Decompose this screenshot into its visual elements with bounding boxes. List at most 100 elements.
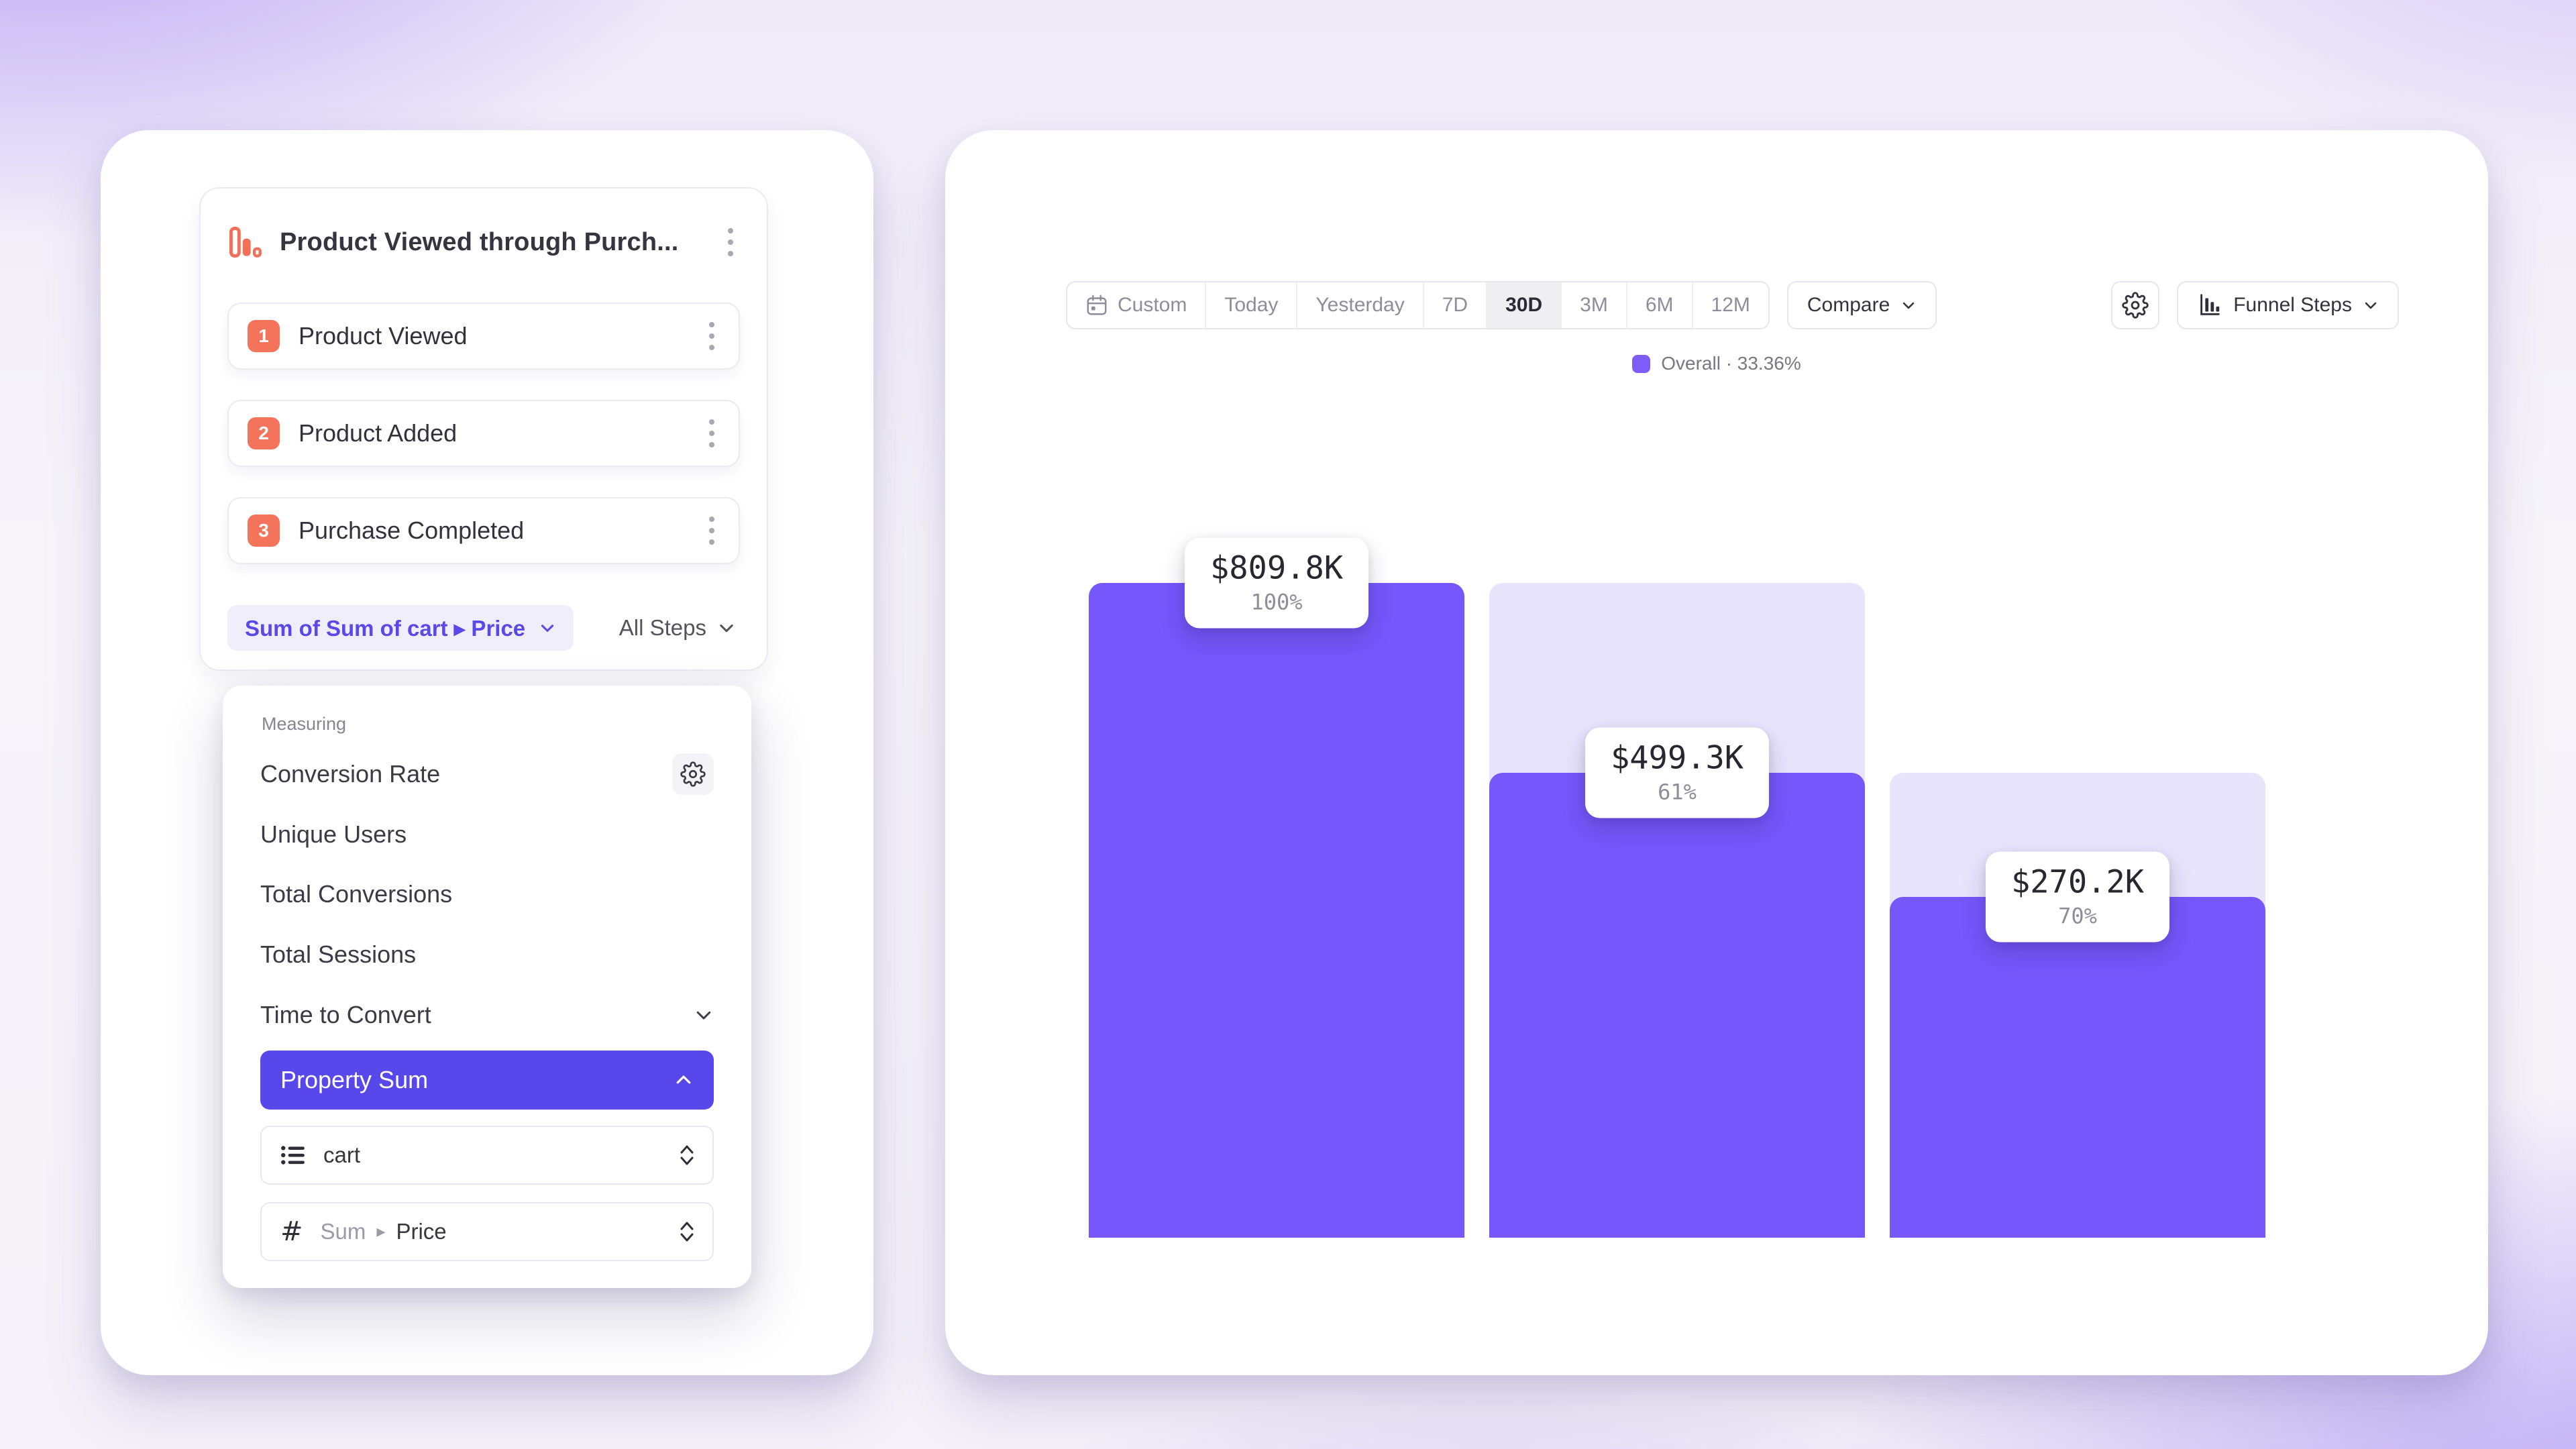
bar-tooltip: $270.2K 70% xyxy=(1985,851,2170,943)
menu-item-total-conversions[interactable]: Total Conversions xyxy=(260,865,714,925)
property-select-value: cart xyxy=(323,1142,361,1167)
tab-label: Yesterday xyxy=(1316,294,1405,316)
legend-swatch xyxy=(1632,354,1651,373)
menu-item-total-sessions[interactable]: Total Sessions xyxy=(260,924,714,985)
menu-item-label: Total Sessions xyxy=(260,941,417,969)
query-builder-panel: Product Viewed through Purch... 1 Produc… xyxy=(101,130,873,1375)
legend-text: Overall · 33.36% xyxy=(1661,353,1801,374)
bar-value: $809.8K xyxy=(1210,549,1344,587)
report-kebab-menu-icon[interactable] xyxy=(721,224,740,260)
date-range-controls: Custom Today Yesterday 7D 30D 3M 6M 12M … xyxy=(1066,281,1937,329)
chart-settings-controls: Funnel Steps xyxy=(2111,281,2399,329)
chart-panel: Custom Today Yesterday 7D 30D 3M 6M 12M … xyxy=(945,130,2488,1375)
tab-12m[interactable]: 12M xyxy=(1691,282,1768,328)
compare-label: Compare xyxy=(1807,294,1890,316)
property-select[interactable]: cart xyxy=(260,1125,714,1185)
chart-settings-button[interactable] xyxy=(2111,281,2160,329)
funnel-bar-step-2[interactable]: $499.3K 61% xyxy=(1489,583,1865,1238)
chevron-down-icon xyxy=(2365,302,2377,309)
tab-3m[interactable]: 3M xyxy=(1560,282,1626,328)
tab-label: Custom xyxy=(1118,294,1187,316)
bar-solid xyxy=(1890,897,2265,1238)
tab-custom[interactable]: Custom xyxy=(1067,282,1205,328)
chart-type-dropdown[interactable]: Funnel Steps xyxy=(2177,281,2399,329)
measurement-row: Sum of Sum of cart ▸ Price All Steps xyxy=(227,605,740,651)
breadcrumb-arrow: ▸ xyxy=(376,1221,386,1242)
funnel-bar-chart: $809.8K 100% $499.3K 61% $270.2K 70% xyxy=(1089,537,2576,1238)
step-kebab-menu-icon[interactable] xyxy=(702,513,721,549)
stepper-icon xyxy=(680,1145,694,1165)
stepper-icon xyxy=(680,1222,694,1242)
bar-percent: 61% xyxy=(1658,779,1697,805)
funnel-steps-icon xyxy=(2200,294,2220,315)
menu-section-label: Measuring xyxy=(262,714,347,734)
tab-30d-selected[interactable]: 30D xyxy=(1486,282,1561,328)
steps-scope-label: All Steps xyxy=(619,615,706,640)
step-kebab-menu-icon[interactable] xyxy=(702,318,721,354)
bar-solid xyxy=(1089,583,1464,1238)
chevron-down-icon xyxy=(541,625,554,632)
menu-item-unique-users[interactable]: Unique Users xyxy=(260,804,714,865)
step-label: Product Added xyxy=(299,419,458,447)
tab-label: 6M xyxy=(1645,294,1674,316)
menu-item-label: Total Conversions xyxy=(260,880,453,908)
tab-label: 30D xyxy=(1505,294,1543,316)
funnel-step-row[interactable]: 3 Purchase Completed xyxy=(227,497,740,564)
aggregation-prefix: Sum xyxy=(320,1218,366,1244)
menu-item-conversion-rate[interactable]: Conversion Rate xyxy=(260,744,714,804)
aggregation-select-value: Sum ▸ Price xyxy=(321,1219,661,1244)
bar-value: $499.3K xyxy=(1610,739,1744,777)
bar-solid xyxy=(1489,773,1865,1238)
compare-dropdown[interactable]: Compare xyxy=(1786,281,1937,329)
measurement-dropdown[interactable]: Sum of Sum of cart ▸ Price xyxy=(227,605,574,651)
tab-today[interactable]: Today xyxy=(1205,282,1296,328)
funnel-step-row[interactable]: 1 Product Viewed xyxy=(227,303,740,370)
list-icon xyxy=(281,1146,305,1165)
tab-label: 3M xyxy=(1580,294,1608,316)
step-kebab-menu-icon[interactable] xyxy=(702,415,721,451)
tab-label: 7D xyxy=(1442,294,1468,316)
gear-icon xyxy=(2122,292,2149,319)
aggregation-select[interactable]: # Sum ▸ Price xyxy=(260,1201,714,1261)
funnel-report-card: Product Viewed through Purch... 1 Produc… xyxy=(199,187,768,671)
chevron-down-icon xyxy=(1902,302,1915,309)
number-property-icon: # xyxy=(280,1216,303,1247)
step-label: Purchase Completed xyxy=(299,517,525,544)
funnel-bar-step-3[interactable]: $270.2K 70% xyxy=(1890,583,2265,1238)
measuring-menu: Measuring Conversion Rate Unique Users T… xyxy=(223,686,751,1288)
chevron-up-icon xyxy=(676,1075,691,1084)
menu-item-label: Unique Users xyxy=(260,820,407,848)
funnel-bar-step-1[interactable]: $809.8K 100% xyxy=(1089,537,1464,1238)
menu-item-label: Time to Convert xyxy=(260,1001,431,1029)
bar-tooltip: $809.8K 100% xyxy=(1184,537,1369,629)
calendar-icon xyxy=(1087,294,1107,315)
steps-scope-dropdown[interactable]: All Steps xyxy=(619,615,740,641)
funnel-step-row[interactable]: 2 Product Added xyxy=(227,400,740,467)
funnel-chart-icon xyxy=(227,225,262,260)
report-title: Product Viewed through Purch... xyxy=(280,227,679,256)
report-title-row: Product Viewed through Purch... xyxy=(227,215,740,269)
chevron-down-icon xyxy=(720,624,733,633)
menu-item-property-sum-selected[interactable]: Property Sum xyxy=(260,1050,714,1110)
tab-label: 12M xyxy=(1711,294,1750,316)
tab-7d[interactable]: 7D xyxy=(1422,282,1486,328)
tab-yesterday[interactable]: Yesterday xyxy=(1296,282,1422,328)
bar-percent: 70% xyxy=(2058,903,2097,929)
step-label: Product Viewed xyxy=(299,322,468,350)
bar-percent: 100% xyxy=(1250,589,1303,615)
bar-value: $270.2K xyxy=(2010,863,2145,901)
step-number-badge: 2 xyxy=(248,417,280,449)
conversion-rate-settings-button[interactable] xyxy=(672,753,714,795)
tab-6m[interactable]: 6M xyxy=(1625,282,1692,328)
chevron-down-icon xyxy=(696,1011,711,1020)
measurement-dropdown-label: Sum of Sum of cart ▸ Price xyxy=(245,615,526,641)
chart-toolbar: Custom Today Yesterday 7D 30D 3M 6M 12M … xyxy=(945,281,2488,329)
menu-item-time-to-convert[interactable]: Time to Convert xyxy=(260,985,714,1045)
menu-item-label: Property Sum xyxy=(280,1065,429,1093)
bar-tooltip: $499.3K 61% xyxy=(1585,727,1770,818)
step-number-badge: 1 xyxy=(248,320,280,352)
menu-item-label: Conversion Rate xyxy=(260,759,441,788)
chart-legend: Overall · 33.36% xyxy=(945,353,2488,374)
chart-type-label: Funnel Steps xyxy=(2233,294,2352,316)
